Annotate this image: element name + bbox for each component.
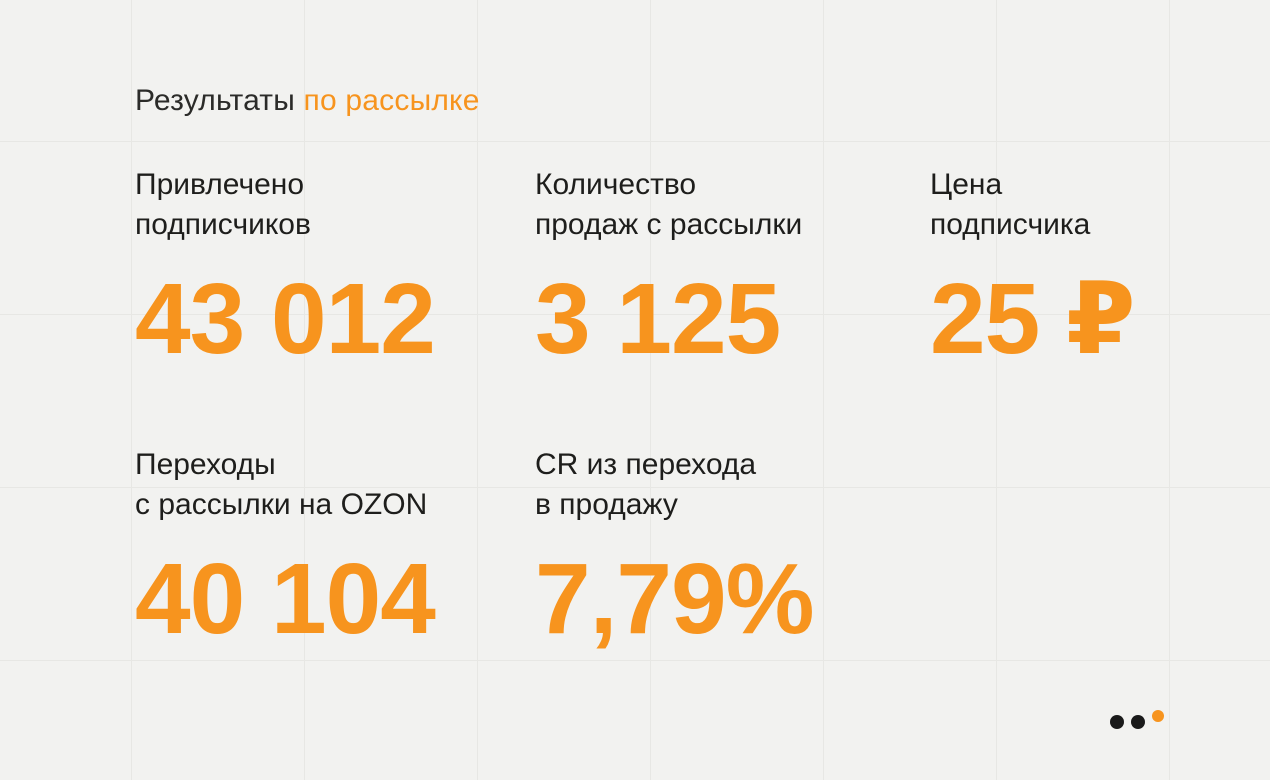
metric-label-line2: подписчика bbox=[930, 208, 1091, 241]
slide-title-text: Результаты bbox=[135, 84, 295, 117]
metric-label-line1: Переходы bbox=[135, 448, 276, 481]
metric-value: 7,79% bbox=[535, 543, 815, 655]
metric-clicks-to-ozon: Переходы с рассылки на OZON 40 104 bbox=[135, 445, 436, 655]
metric-label-line1: Привлечено bbox=[135, 168, 305, 201]
metric-label: Количество продаж с рассылки bbox=[535, 165, 802, 245]
slide-title-highlight: по рассылке bbox=[295, 84, 480, 117]
metric-attracted-subscribers: Привлечено подписчиков 43 012 bbox=[135, 165, 436, 375]
metric-subscriber-price: Цена подписчика 25 ₽ bbox=[930, 165, 1136, 375]
brand-logo-dots bbox=[1110, 710, 1166, 730]
logo-dot-dark-1 bbox=[1110, 715, 1124, 729]
metric-sales-from-mailing: Количество продаж с рассылки 3 125 bbox=[535, 165, 802, 369]
metric-value: 43 012 bbox=[135, 263, 436, 375]
metric-label: Переходы с рассылки на OZON bbox=[135, 445, 435, 525]
metric-value: 40 104 bbox=[135, 543, 436, 655]
metric-label: CR из перехода в продажу bbox=[535, 445, 814, 525]
metric-value: 3 125 bbox=[535, 263, 781, 375]
metric-label: Цена подписчика bbox=[930, 165, 1135, 245]
slide-title: Результаты по рассылке bbox=[135, 84, 480, 118]
metric-label: Привлечено подписчиков bbox=[135, 165, 435, 245]
metric-label-line2: с рассылки на OZON bbox=[135, 488, 428, 521]
logo-dot-accent bbox=[1152, 710, 1164, 722]
metric-label-line2: продаж с рассылки bbox=[535, 208, 803, 241]
metric-label-line2: в продажу bbox=[535, 488, 678, 521]
metric-value: 25 ₽ bbox=[930, 263, 1136, 375]
metric-label-line2: подписчиков bbox=[135, 208, 311, 241]
logo-dot-dark-2 bbox=[1131, 715, 1145, 729]
metric-label-line1: Количество bbox=[535, 168, 697, 201]
metric-label-line1: Цена bbox=[930, 168, 1003, 201]
metric-cr-click-to-sale: CR из перехода в продажу 7,79% bbox=[535, 445, 815, 655]
metric-label-line1: CR из перехода bbox=[535, 448, 757, 481]
